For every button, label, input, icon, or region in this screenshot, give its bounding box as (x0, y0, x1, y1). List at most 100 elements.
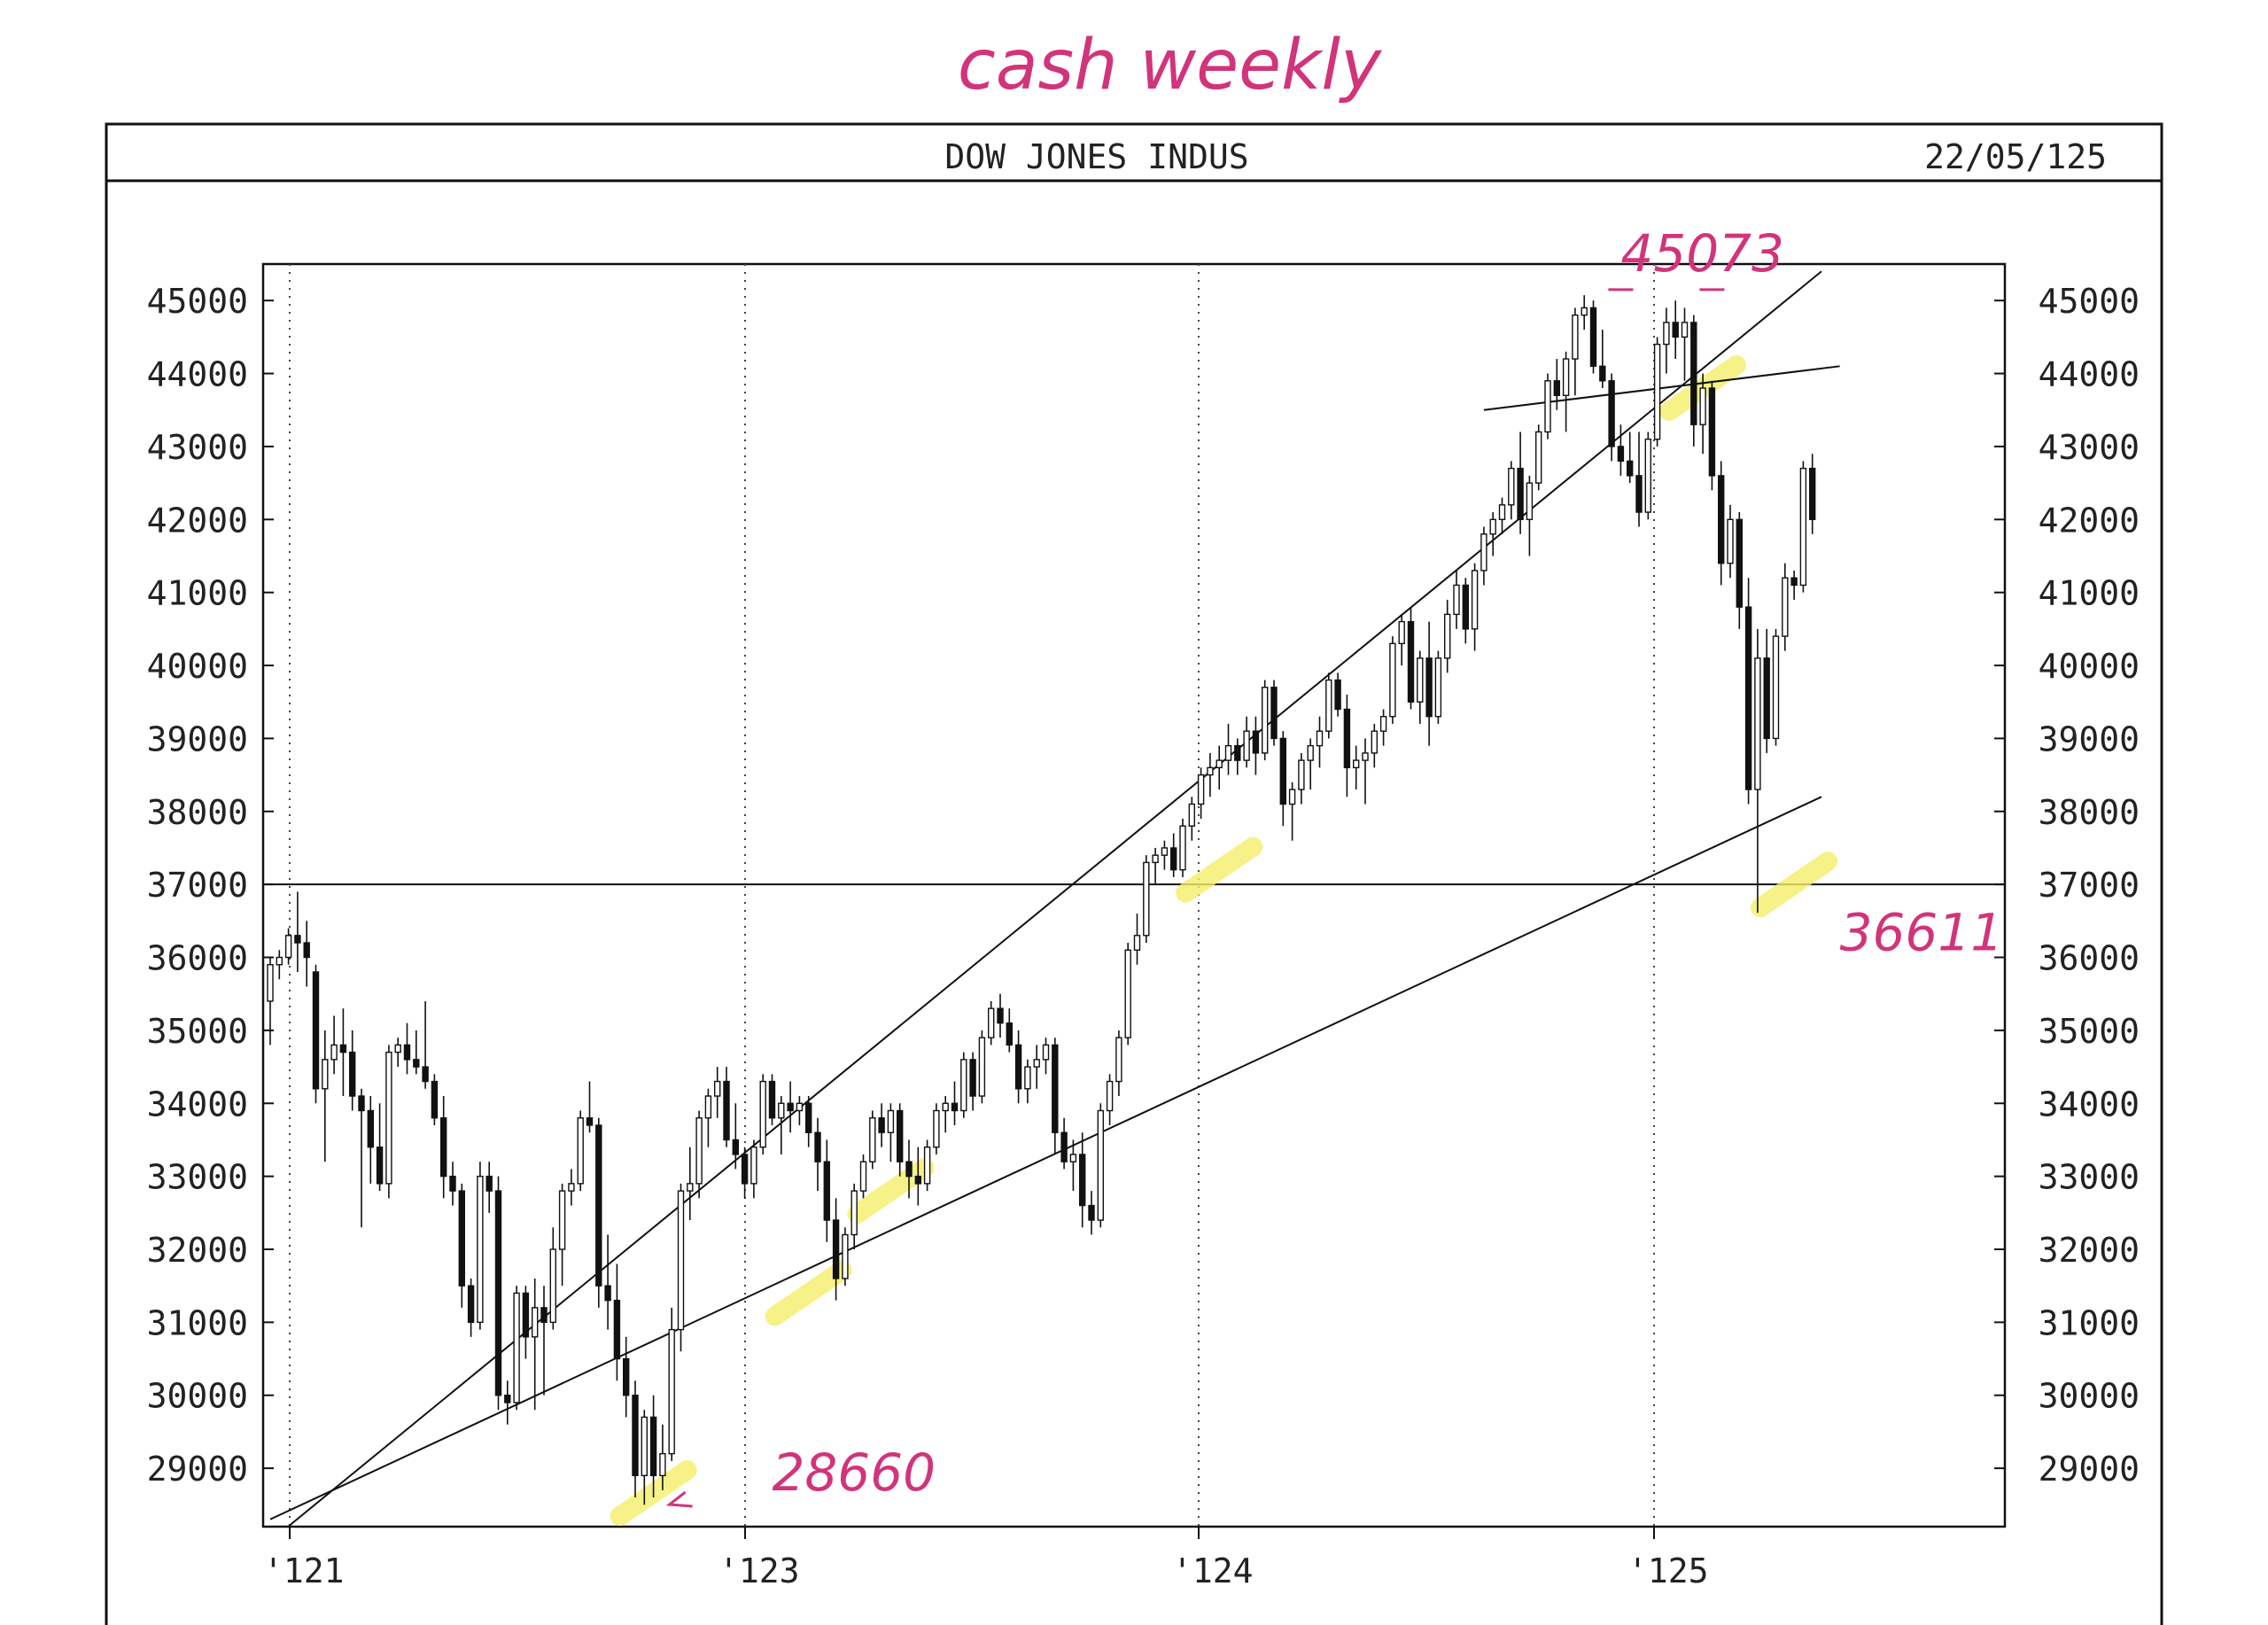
y-tick-label-right: 44000 (2039, 355, 2140, 394)
candle (477, 1162, 484, 1330)
candle (1398, 614, 1405, 666)
candle (1334, 673, 1341, 717)
y-tick-label-right: 33000 (2039, 1158, 2140, 1197)
candle (1635, 432, 1643, 527)
candle (1042, 1038, 1050, 1075)
candle (978, 1030, 986, 1104)
candle (714, 1067, 721, 1118)
candle (1298, 752, 1305, 805)
candle (1133, 914, 1141, 965)
y-tick-label-right: 32000 (2039, 1231, 2140, 1270)
candle (1589, 300, 1597, 374)
candle-layer (267, 295, 1816, 1505)
candle (1078, 1132, 1086, 1228)
candle (513, 1286, 520, 1411)
candle (914, 1147, 922, 1206)
candle (1288, 781, 1296, 841)
candle (768, 1074, 776, 1125)
y-tick-label-left: 44000 (147, 355, 248, 394)
handwritten-annotation: 36611 (1840, 902, 2004, 962)
highlight-mark (1751, 851, 1838, 918)
candle (1572, 307, 1579, 396)
candle (613, 1263, 621, 1381)
candle (339, 1008, 347, 1097)
candle (1763, 628, 1770, 753)
y-tick-label-right: 30000 (2039, 1377, 2140, 1416)
candle (1014, 1030, 1022, 1104)
candle (1033, 1045, 1040, 1089)
candle (951, 1081, 959, 1125)
candle (577, 1110, 584, 1192)
candle (850, 1183, 858, 1249)
candle (1562, 351, 1570, 432)
candle (1462, 578, 1470, 644)
y-tick-label-left: 37000 (147, 866, 248, 905)
candle (1279, 731, 1287, 827)
candle (1489, 512, 1496, 556)
candle (842, 1227, 849, 1287)
candle (586, 1081, 594, 1133)
candle (905, 1139, 913, 1199)
y-tick-label-right: 40000 (2039, 647, 2140, 686)
candle (1216, 745, 1223, 790)
candle (805, 1096, 812, 1147)
candle (704, 1088, 712, 1147)
y-tick-label-left: 39000 (147, 719, 248, 758)
chart-frame (105, 122, 2163, 1625)
candle (1115, 1030, 1122, 1097)
candle (923, 1139, 931, 1192)
chart-title: DOW JONES INDUS (944, 137, 1248, 176)
candle (659, 1424, 666, 1490)
candle (1480, 526, 1487, 586)
candle (1161, 840, 1169, 870)
candle (349, 1030, 356, 1111)
y-tick-label-right: 39000 (2039, 719, 2140, 758)
chart-date: 22/05/125 (1924, 137, 2107, 176)
candle (1252, 716, 1260, 775)
candle (823, 1139, 830, 1242)
candle (1443, 599, 1451, 673)
candle (942, 1096, 949, 1133)
y-tick-label-left: 31000 (147, 1303, 248, 1342)
candle (358, 1088, 365, 1228)
candle (1379, 709, 1387, 746)
x-tick-label: '121 (263, 1551, 345, 1590)
candle (1581, 295, 1588, 330)
y-axis-left: 29000 30000 31000 32000 33000 34000 35000 36000… (147, 282, 274, 1489)
candle (1169, 833, 1177, 877)
trendline (1483, 365, 1840, 411)
candle (750, 1139, 757, 1199)
candle (1343, 694, 1351, 797)
candle (549, 1227, 556, 1330)
candle (1790, 570, 1798, 600)
candle (568, 1169, 575, 1206)
candle (1517, 432, 1524, 534)
candle (1234, 738, 1241, 775)
candle (1736, 512, 1744, 629)
candle (494, 1176, 502, 1411)
candle (741, 1147, 749, 1199)
candle (394, 1038, 401, 1068)
candle (869, 1110, 876, 1170)
candle (1672, 300, 1679, 360)
candle (687, 1147, 694, 1221)
candle (1143, 855, 1150, 944)
highlight-mark (1176, 836, 1263, 903)
y-tick-label-right: 45000 (2039, 282, 2140, 321)
candle (1270, 680, 1278, 746)
candle (1088, 1191, 1095, 1235)
candle (1325, 673, 1332, 739)
candle (1124, 943, 1131, 1046)
candle (1690, 315, 1697, 447)
candle (796, 1096, 804, 1125)
candle (431, 1074, 439, 1125)
candle (1608, 373, 1615, 462)
plot-area (261, 262, 2007, 1528)
candle (1024, 1059, 1031, 1104)
candle (284, 928, 292, 965)
candle (997, 993, 1004, 1038)
candle (595, 1117, 602, 1308)
y-tick-label-left: 43000 (147, 428, 248, 467)
candle (887, 1103, 895, 1162)
candle (1407, 607, 1415, 710)
